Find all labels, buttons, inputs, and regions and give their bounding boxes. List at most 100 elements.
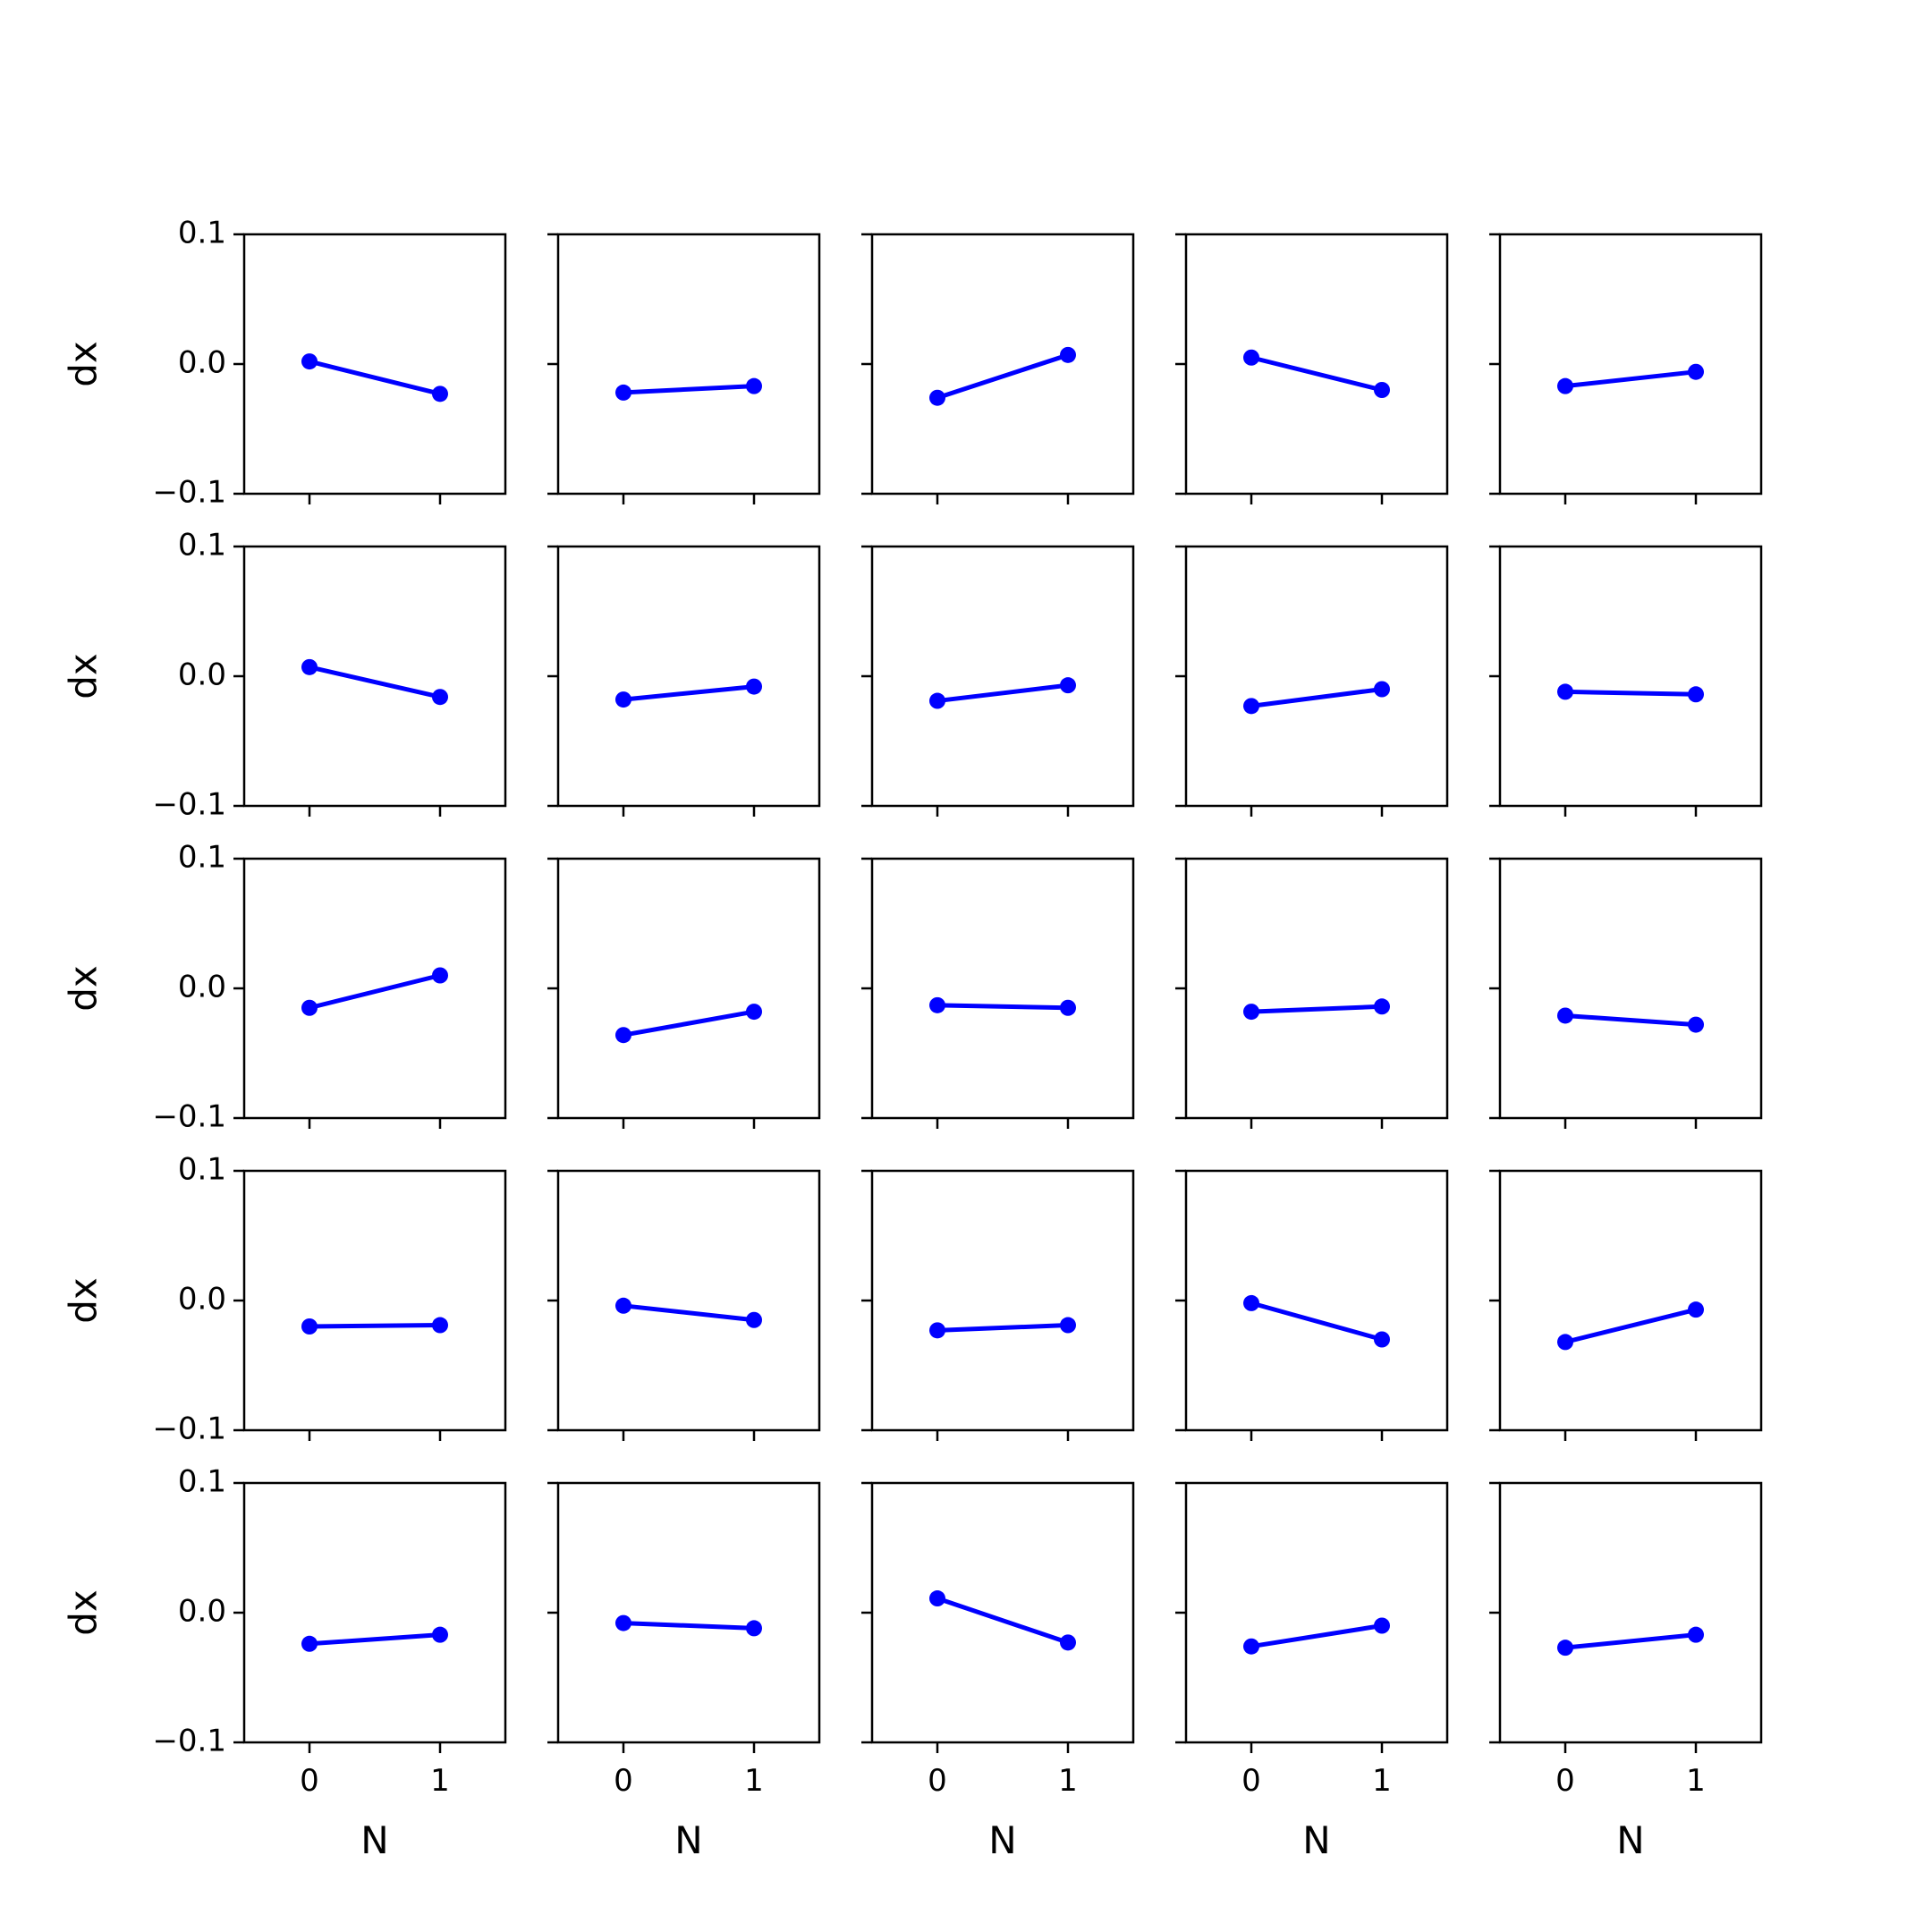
data-point bbox=[1060, 1317, 1076, 1334]
series-line bbox=[935, 1596, 1071, 1645]
subplot-r2-c1: −0.1 0.0 0.1 dx bbox=[62, 528, 507, 823]
series-line bbox=[307, 1632, 443, 1647]
y-tick-label: 0.1 bbox=[178, 1152, 226, 1188]
subplot-r4-c4 bbox=[1175, 1169, 1449, 1441]
data-point bbox=[1243, 349, 1259, 366]
subplot-r1-c4 bbox=[1175, 233, 1449, 504]
x-axis-label: N bbox=[1302, 1818, 1330, 1862]
x-axis-label: N bbox=[674, 1818, 702, 1862]
subplot-r5-c1: −0.1 0.0 0.1 0 1 dx N bbox=[62, 1464, 507, 1862]
x-tick-label: 1 bbox=[744, 1763, 764, 1799]
data-point bbox=[301, 999, 318, 1016]
series-line bbox=[307, 973, 443, 1011]
subplot-r2-c2 bbox=[547, 545, 821, 817]
y-axis-label: dx bbox=[62, 965, 106, 1012]
data-point bbox=[1688, 1626, 1704, 1643]
data-point bbox=[1060, 999, 1076, 1016]
data-point bbox=[1243, 698, 1259, 715]
data-point bbox=[1374, 382, 1390, 398]
y-tick-label: −0.1 bbox=[152, 1411, 226, 1447]
data-point bbox=[1557, 1007, 1573, 1024]
data-point bbox=[615, 1614, 631, 1631]
data-point bbox=[1374, 681, 1390, 698]
x-axis-label: N bbox=[360, 1818, 388, 1862]
x-tick-label: 0 bbox=[928, 1763, 947, 1799]
series-line bbox=[935, 1323, 1071, 1333]
y-tick-label: 0.0 bbox=[178, 1594, 226, 1630]
data-point bbox=[1243, 1294, 1259, 1311]
subplot-r4-c2 bbox=[547, 1169, 821, 1441]
data-point bbox=[615, 1297, 631, 1314]
y-axis-label: dx bbox=[62, 341, 106, 387]
data-point bbox=[301, 1318, 318, 1335]
subplot-r2-c5 bbox=[1489, 545, 1763, 817]
data-point bbox=[615, 691, 631, 708]
y-axis-label: dx bbox=[62, 1277, 106, 1324]
y-axis-label: dx bbox=[62, 653, 106, 699]
series-line bbox=[1563, 369, 1699, 389]
y-tick-label: 0.1 bbox=[178, 528, 226, 564]
y-tick-label: −0.1 bbox=[152, 475, 226, 511]
series-line bbox=[1563, 1307, 1699, 1344]
subplot-r3-c4 bbox=[1175, 857, 1449, 1129]
subplot-r5-c4: 0 1 N bbox=[1175, 1481, 1449, 1862]
data-point bbox=[432, 386, 448, 402]
data-point bbox=[1060, 346, 1076, 363]
series-line bbox=[621, 1009, 757, 1038]
data-point bbox=[929, 996, 945, 1013]
x-tick-label: 1 bbox=[1058, 1763, 1078, 1799]
series-line bbox=[307, 359, 443, 396]
subplot-r5-c5: 0 1 N bbox=[1489, 1481, 1763, 1862]
series-line bbox=[1249, 1301, 1385, 1342]
data-point bbox=[432, 1317, 448, 1334]
data-point bbox=[746, 678, 762, 695]
subplot-r3-c5 bbox=[1489, 857, 1763, 1129]
data-point bbox=[1243, 1638, 1259, 1655]
data-point bbox=[432, 689, 448, 706]
y-tick-label: −0.1 bbox=[152, 1099, 226, 1135]
x-tick-label: 0 bbox=[614, 1763, 633, 1799]
series-line bbox=[1563, 1632, 1699, 1650]
subplot-r5-c2: 0 1 N bbox=[547, 1481, 821, 1862]
data-point bbox=[432, 967, 448, 984]
series-line bbox=[307, 665, 443, 699]
data-point bbox=[1557, 1334, 1573, 1351]
subplot-r3-c2 bbox=[547, 857, 821, 1129]
data-point bbox=[746, 1620, 762, 1637]
data-point bbox=[301, 658, 318, 675]
data-point bbox=[1557, 377, 1573, 394]
data-point bbox=[929, 692, 945, 709]
y-tick-label: 0.1 bbox=[178, 840, 226, 876]
data-point bbox=[929, 1322, 945, 1339]
data-point bbox=[746, 1004, 762, 1021]
series-line bbox=[621, 384, 757, 395]
y-tick-label: 0.0 bbox=[178, 345, 226, 381]
x-tick-label: 1 bbox=[1372, 1763, 1392, 1799]
subplot-r4-c3 bbox=[861, 1169, 1135, 1441]
data-point bbox=[1374, 1331, 1390, 1348]
data-point bbox=[746, 1311, 762, 1328]
subplot-r2-c3 bbox=[861, 545, 1135, 817]
subplot-r5-c3: 0 1 N bbox=[861, 1481, 1135, 1862]
x-tick-label: 1 bbox=[1686, 1763, 1706, 1799]
subplot-r2-c4 bbox=[1175, 545, 1449, 817]
y-tick-label: 0.0 bbox=[178, 1282, 226, 1318]
series-line bbox=[935, 352, 1071, 401]
subplot-r1-c1: −0.1 0.0 0.1 dx bbox=[62, 216, 507, 511]
y-tick-label: −0.1 bbox=[152, 787, 226, 823]
data-point bbox=[929, 389, 945, 406]
y-tick-label: 0.0 bbox=[178, 657, 226, 693]
data-point bbox=[1557, 1640, 1573, 1657]
x-tick-label: 0 bbox=[300, 1763, 319, 1799]
subplot-r1-c3 bbox=[861, 233, 1135, 504]
data-point bbox=[1060, 677, 1076, 694]
data-point bbox=[1374, 998, 1390, 1015]
y-tick-label: −0.1 bbox=[152, 1724, 226, 1759]
data-point bbox=[615, 1027, 631, 1044]
y-tick-label: 0.0 bbox=[178, 970, 226, 1005]
data-point bbox=[929, 1590, 945, 1607]
data-point bbox=[1374, 1617, 1390, 1634]
x-tick-label: 0 bbox=[1241, 1763, 1261, 1799]
data-point bbox=[301, 1635, 318, 1652]
